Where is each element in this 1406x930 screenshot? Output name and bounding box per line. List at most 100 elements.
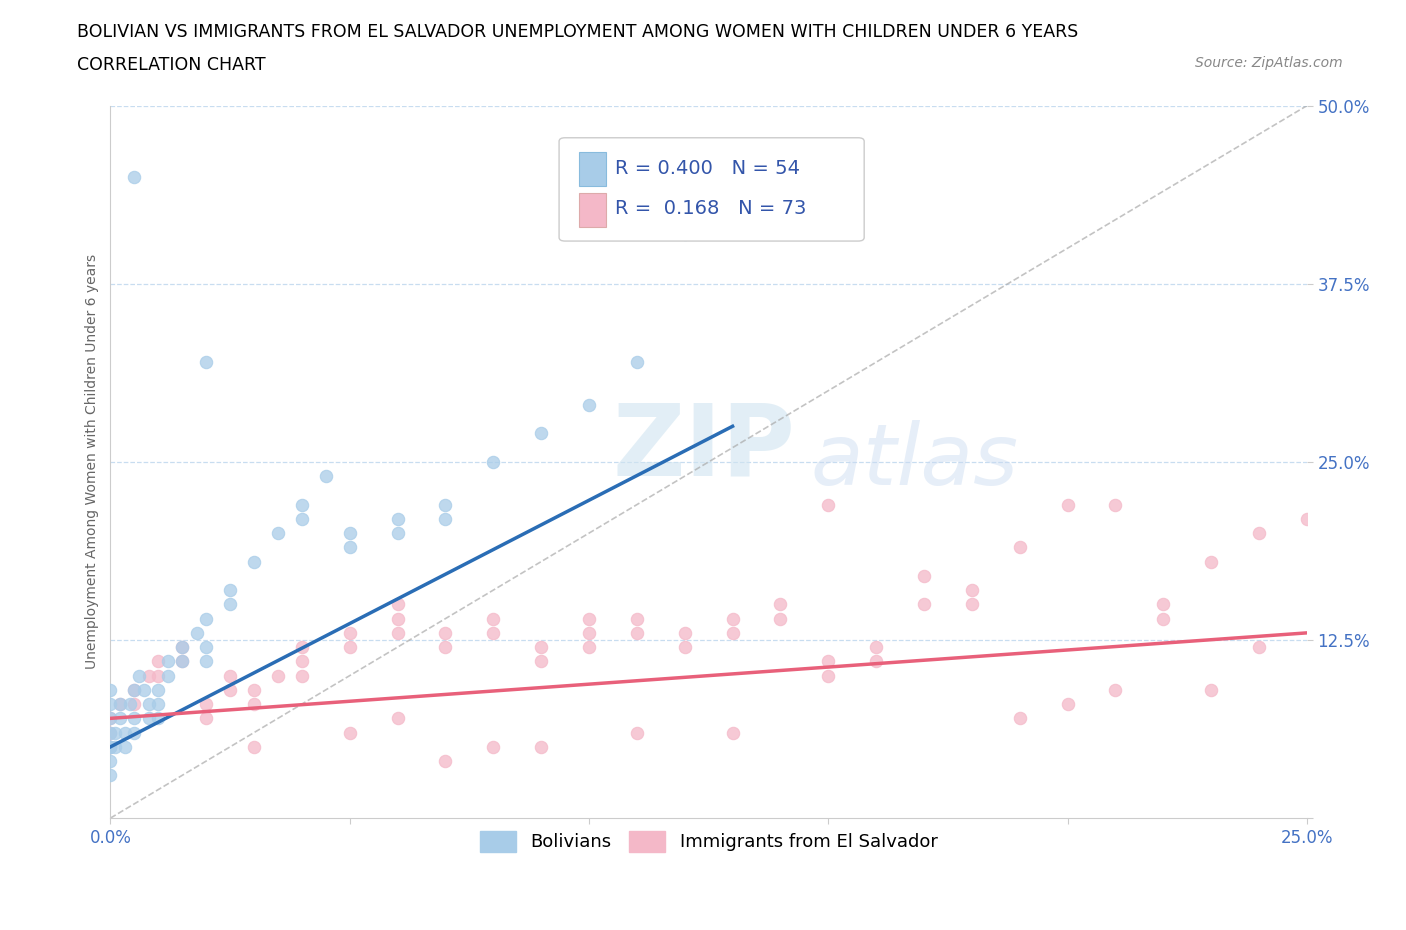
Point bbox=[195, 354, 218, 369]
Point bbox=[195, 654, 218, 669]
Point bbox=[132, 683, 155, 698]
Point bbox=[482, 626, 505, 641]
Point bbox=[865, 640, 887, 655]
Text: ZIP: ZIP bbox=[613, 399, 796, 496]
Point bbox=[434, 498, 457, 512]
Point bbox=[148, 683, 170, 698]
Point bbox=[108, 697, 131, 711]
Point bbox=[100, 711, 122, 725]
Point bbox=[100, 683, 122, 698]
Point bbox=[243, 697, 266, 711]
Text: atlas: atlas bbox=[810, 420, 1018, 503]
Point bbox=[114, 725, 136, 740]
Point bbox=[626, 354, 648, 369]
Point bbox=[482, 739, 505, 754]
Point bbox=[100, 739, 122, 754]
Point bbox=[530, 654, 553, 669]
Point bbox=[148, 654, 170, 669]
Point bbox=[118, 697, 141, 711]
Point bbox=[817, 668, 839, 683]
Point bbox=[482, 455, 505, 470]
Point bbox=[721, 212, 744, 227]
Point bbox=[434, 753, 457, 768]
Point bbox=[172, 640, 194, 655]
Point bbox=[1056, 697, 1078, 711]
Point bbox=[1104, 683, 1126, 698]
Point bbox=[912, 568, 935, 583]
Point bbox=[339, 540, 361, 555]
Point bbox=[626, 611, 648, 626]
Point bbox=[1152, 611, 1174, 626]
Point bbox=[1247, 525, 1270, 540]
Point bbox=[291, 654, 314, 669]
Point bbox=[912, 597, 935, 612]
Point bbox=[243, 739, 266, 754]
Point bbox=[315, 469, 337, 484]
Point bbox=[124, 697, 146, 711]
Point bbox=[721, 611, 744, 626]
Point bbox=[769, 611, 792, 626]
Point bbox=[195, 640, 218, 655]
Point bbox=[387, 597, 409, 612]
Point bbox=[100, 753, 122, 768]
Point bbox=[172, 640, 194, 655]
Text: R =  0.168   N = 73: R = 0.168 N = 73 bbox=[616, 200, 807, 219]
Point bbox=[114, 739, 136, 754]
Point bbox=[291, 668, 314, 683]
Point bbox=[104, 725, 127, 740]
FancyBboxPatch shape bbox=[560, 138, 865, 241]
Point bbox=[434, 512, 457, 526]
Point bbox=[1104, 498, 1126, 512]
Point bbox=[148, 711, 170, 725]
Point bbox=[578, 611, 600, 626]
Point bbox=[100, 739, 122, 754]
Point bbox=[100, 739, 122, 754]
Point bbox=[626, 626, 648, 641]
Point bbox=[387, 626, 409, 641]
Point bbox=[267, 525, 290, 540]
Point bbox=[108, 697, 131, 711]
Point bbox=[156, 654, 179, 669]
Point bbox=[530, 426, 553, 441]
Point bbox=[124, 725, 146, 740]
Point bbox=[124, 683, 146, 698]
Point bbox=[339, 525, 361, 540]
Point bbox=[1008, 711, 1031, 725]
Point bbox=[195, 697, 218, 711]
Point bbox=[769, 597, 792, 612]
Point bbox=[291, 640, 314, 655]
Y-axis label: Unemployment Among Women with Children Under 6 years: Unemployment Among Women with Children U… bbox=[86, 254, 100, 670]
Point bbox=[138, 711, 160, 725]
Point bbox=[530, 640, 553, 655]
Point bbox=[339, 725, 361, 740]
Text: Source: ZipAtlas.com: Source: ZipAtlas.com bbox=[1195, 56, 1343, 70]
Point bbox=[128, 668, 150, 683]
Point bbox=[673, 227, 696, 242]
Point bbox=[1056, 498, 1078, 512]
Text: BOLIVIAN VS IMMIGRANTS FROM EL SALVADOR UNEMPLOYMENT AMONG WOMEN WITH CHILDREN U: BOLIVIAN VS IMMIGRANTS FROM EL SALVADOR … bbox=[77, 23, 1078, 41]
Point bbox=[124, 169, 146, 184]
Point bbox=[387, 611, 409, 626]
Point bbox=[721, 725, 744, 740]
Point bbox=[482, 611, 505, 626]
Point bbox=[104, 739, 127, 754]
Point bbox=[148, 697, 170, 711]
Point bbox=[108, 711, 131, 725]
FancyBboxPatch shape bbox=[579, 193, 606, 227]
Point bbox=[817, 654, 839, 669]
Point bbox=[100, 725, 122, 740]
Point bbox=[578, 640, 600, 655]
Point bbox=[721, 626, 744, 641]
Point bbox=[960, 583, 983, 598]
Text: R = 0.400   N = 54: R = 0.400 N = 54 bbox=[616, 159, 800, 178]
Point bbox=[1199, 554, 1222, 569]
Point bbox=[673, 626, 696, 641]
Point bbox=[100, 725, 122, 740]
Point bbox=[243, 554, 266, 569]
Legend: Bolivians, Immigrants from El Salvador: Bolivians, Immigrants from El Salvador bbox=[472, 824, 945, 859]
Point bbox=[219, 683, 242, 698]
Point bbox=[434, 626, 457, 641]
FancyBboxPatch shape bbox=[579, 152, 606, 186]
Point bbox=[387, 525, 409, 540]
Point bbox=[195, 711, 218, 725]
